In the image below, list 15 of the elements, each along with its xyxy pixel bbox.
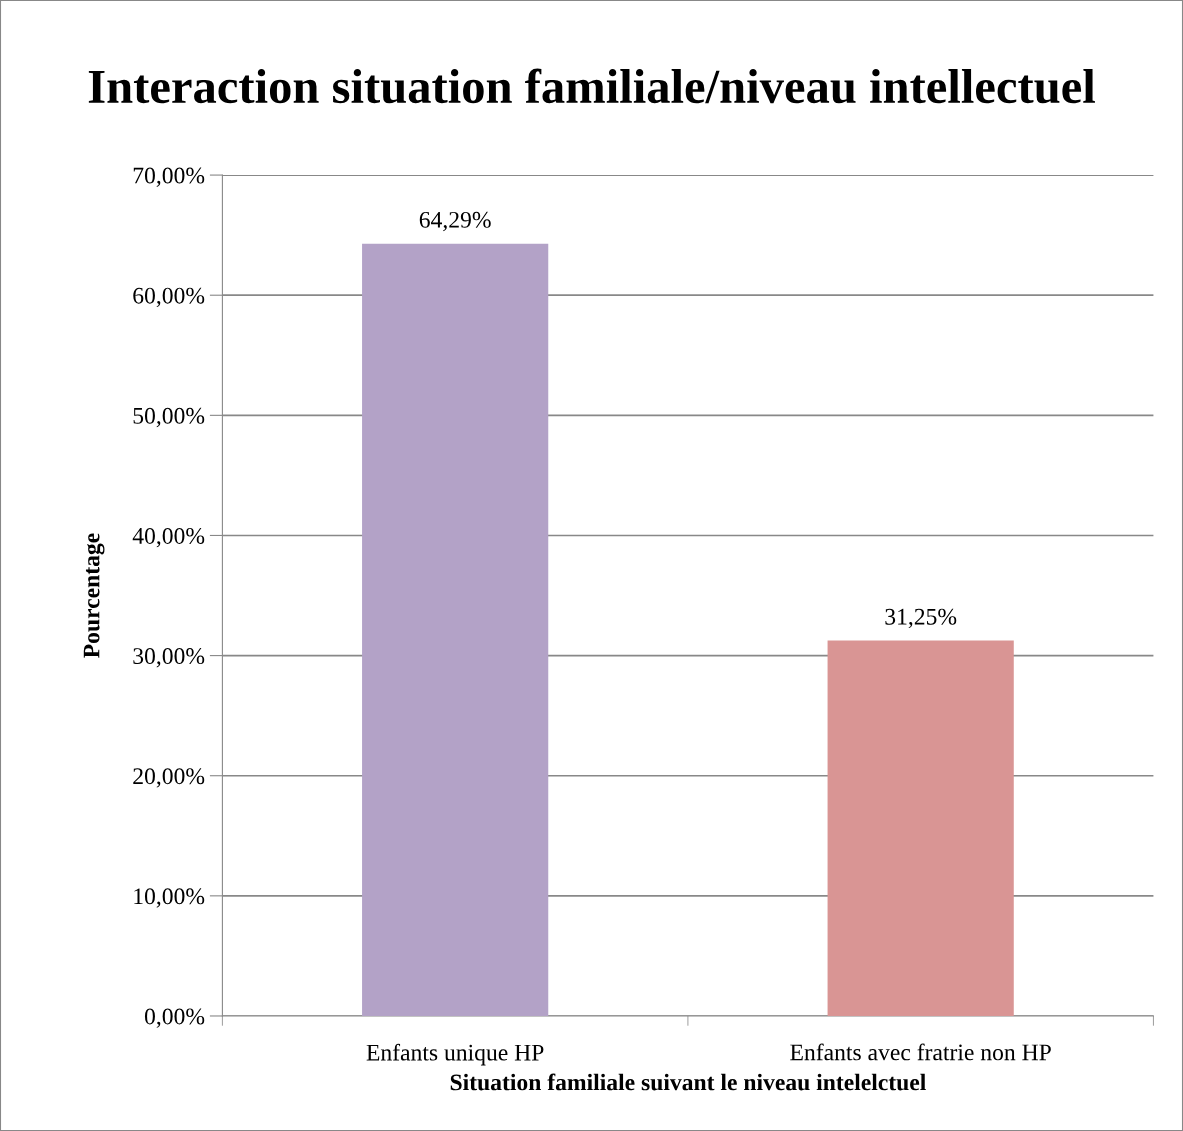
y-tick-label: 50,00% [133, 407, 205, 428]
x-tick-label: Enfants avec fratrie non HP [790, 1043, 1051, 1061]
y-tick-label: 30,00% [133, 648, 205, 668]
y-tick-label: 10,00% [134, 888, 205, 908]
x-axis-title: Situation familiale suivant le niveau intelelctuel [450, 1073, 926, 1091]
chart-title: Interaction situation familiale/niveau intellectuel [88, 68, 1095, 104]
data-label: 31,25% [885, 608, 957, 629]
y-axis-title: Pourcentage [83, 533, 105, 658]
y-tick-label: 70,00% [133, 167, 205, 187]
x-tick-label: Enfants unique HP [366, 1043, 544, 1066]
y-tick-label: 0,00% [144, 1008, 205, 1028]
y-tick-label: 20,00% [133, 768, 205, 788]
y-tick-label: 40,00% [132, 527, 205, 548]
y-tick-label: 60,00% [133, 287, 205, 308]
data-label: 64,29% [419, 211, 491, 232]
